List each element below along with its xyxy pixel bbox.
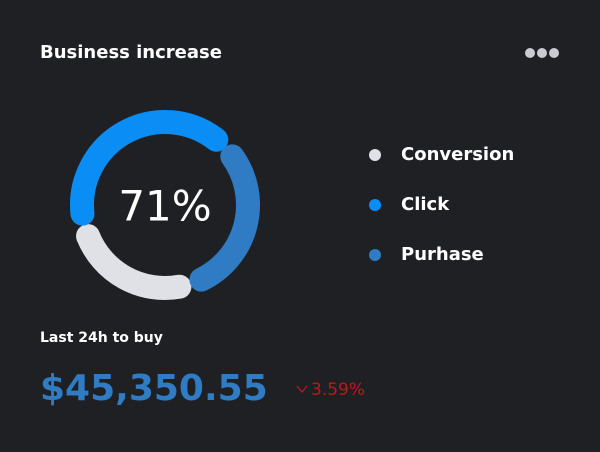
donut-segment [76,224,192,300]
legend-label: Purhase [401,244,484,265]
menu-dot [525,48,535,58]
legend-marker [369,149,381,161]
change: 3.59% [311,380,365,400]
center-label: 71% [118,182,211,231]
donut-segment [189,144,260,292]
legend-label: Click [401,194,450,215]
subtitle: Last 24h to buy [40,330,163,346]
legend-marker [369,249,381,261]
more-menu[interactable] [525,48,559,58]
menu-dot [549,48,559,58]
card-title: Business increase [40,42,222,63]
donut-segment [70,110,229,226]
legend-label: Conversion [401,144,514,165]
down-arrow [296,385,308,394]
legend-marker [369,199,381,211]
menu-dot [537,48,547,58]
amount: $45,350.55 [40,368,268,409]
